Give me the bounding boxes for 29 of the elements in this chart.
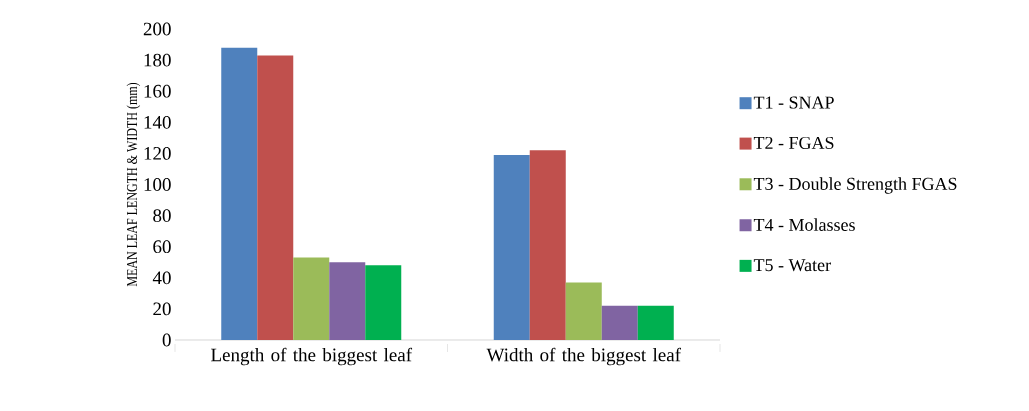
y-tick-label: 60 bbox=[153, 240, 171, 254]
legend-label: T3 - Double Strength FGAS bbox=[753, 177, 957, 194]
y-tick-label: 180 bbox=[144, 53, 171, 67]
legend-label: T2 - FGAS bbox=[753, 136, 834, 149]
bar bbox=[365, 265, 402, 340]
legend-label: T1 - SNAP bbox=[753, 96, 834, 109]
bar bbox=[565, 282, 602, 340]
bar bbox=[601, 305, 638, 340]
y-tick-label: 20 bbox=[153, 302, 171, 316]
bar bbox=[257, 55, 294, 340]
bar bbox=[293, 257, 330, 340]
y-axis-title: MEAN LEAF LENGTH & WIDTH (mm) bbox=[126, 82, 141, 287]
y-tick-label: 40 bbox=[152, 271, 171, 285]
y-tick-label: 160 bbox=[144, 84, 171, 98]
y-tick-label: 140 bbox=[144, 115, 171, 129]
y-tick-label: 80 bbox=[153, 209, 171, 223]
bar bbox=[221, 47, 258, 340]
bar bbox=[529, 150, 566, 340]
y-tick-label: 120 bbox=[144, 146, 171, 160]
y-tick-label: 100 bbox=[144, 178, 171, 191]
y-tick-label: 200 bbox=[143, 22, 171, 36]
bar bbox=[637, 305, 674, 340]
bar bbox=[329, 262, 366, 340]
x-tick-label: Width of the biggest leaf bbox=[486, 347, 682, 366]
legend-label: T4 - Molasses bbox=[753, 218, 855, 231]
bar bbox=[493, 154, 530, 340]
x-tick-label: Length of the biggest leaf bbox=[211, 347, 413, 366]
legend-label: T5 - Water bbox=[753, 259, 831, 272]
y-tick-label: 0 bbox=[162, 333, 171, 347]
